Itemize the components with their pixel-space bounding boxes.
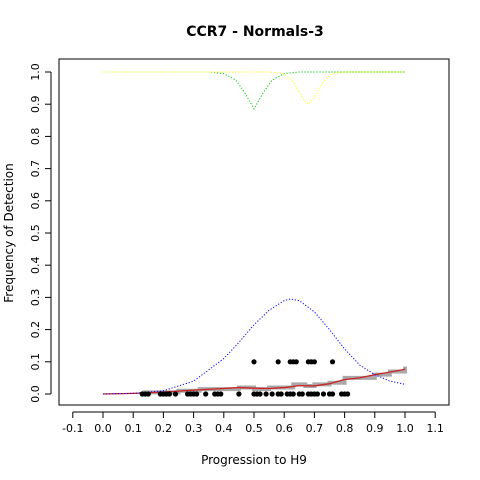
data-point	[345, 391, 351, 397]
data-point	[320, 391, 327, 397]
data-point	[166, 391, 173, 397]
y-tick-label: 0.9	[29, 95, 42, 113]
data-point	[203, 391, 209, 397]
y-tick-label: 0.3	[29, 289, 42, 307]
data-point	[329, 391, 336, 397]
x-tick-label: 0.8	[336, 422, 354, 435]
data-point	[145, 391, 151, 397]
y-tick-label: 0.1	[29, 353, 42, 371]
data-point	[257, 391, 263, 397]
y-tick-label: 0.8	[29, 128, 42, 146]
series-line-5	[103, 71, 405, 105]
data-point	[251, 359, 257, 365]
x-axis-label: Progression to H9	[201, 453, 307, 467]
y-tick-label: 0.4	[29, 256, 42, 274]
data-point	[263, 391, 269, 397]
x-tick-label: 1.0	[396, 422, 414, 435]
series-line-3	[102, 298, 406, 395]
data-point	[218, 391, 224, 397]
plot-frame	[58, 58, 450, 406]
data-point	[269, 391, 275, 397]
data-point	[278, 391, 284, 397]
data-point	[172, 391, 179, 397]
y-tick-label: 0.7	[29, 160, 42, 178]
x-tick-label: 0.9	[366, 422, 384, 435]
data-point	[329, 359, 336, 365]
y-tick-label: 0.0	[29, 385, 42, 403]
y-tick-label: 0.6	[29, 192, 42, 210]
x-tick-label: 0.4	[215, 422, 233, 435]
x-tick-label: 1.1	[426, 422, 444, 435]
x-tick-label: -0.1	[62, 422, 83, 435]
x-tick-label: 0.6	[275, 422, 293, 435]
series-line-2	[102, 368, 406, 395]
chart-title: CCR7 - Normals-3	[186, 24, 324, 40]
data-point	[290, 391, 296, 397]
data-point	[314, 391, 321, 397]
data-point	[299, 391, 305, 397]
series-line-4	[103, 71, 405, 111]
data-point	[311, 359, 317, 365]
x-tick-label: 0.2	[155, 422, 173, 435]
y-axis-label: Frequency of Detection	[2, 163, 16, 302]
x-tick-label: 0.7	[306, 422, 324, 435]
y-tick-label: 0.2	[29, 321, 42, 339]
y-tick-label: 1.0	[29, 63, 42, 81]
y-tick-label: 0.5	[29, 224, 42, 242]
data-point	[275, 359, 281, 365]
y-axis: 0.0 0.1 0.2 0.3 0.4 0.5 0.6 0.7 0.8 0.9 1.0	[29, 63, 52, 403]
data-point	[236, 391, 242, 397]
x-axis: -0.1 0.0 0.1 0.2 0.3 0.4 0.5 0.6 0.7 0.8 0.9 1.0 1.1	[62, 411, 444, 435]
x-tick-label: 0.1	[124, 422, 142, 435]
x-tick-label: 0.5	[245, 422, 263, 435]
points-layer	[139, 359, 351, 397]
x-tick-label: 0.3	[185, 422, 203, 435]
data-point	[293, 359, 299, 365]
x-tick-label: 0.0	[94, 422, 112, 435]
curves-layer	[102, 71, 407, 395]
data-point	[194, 391, 200, 397]
